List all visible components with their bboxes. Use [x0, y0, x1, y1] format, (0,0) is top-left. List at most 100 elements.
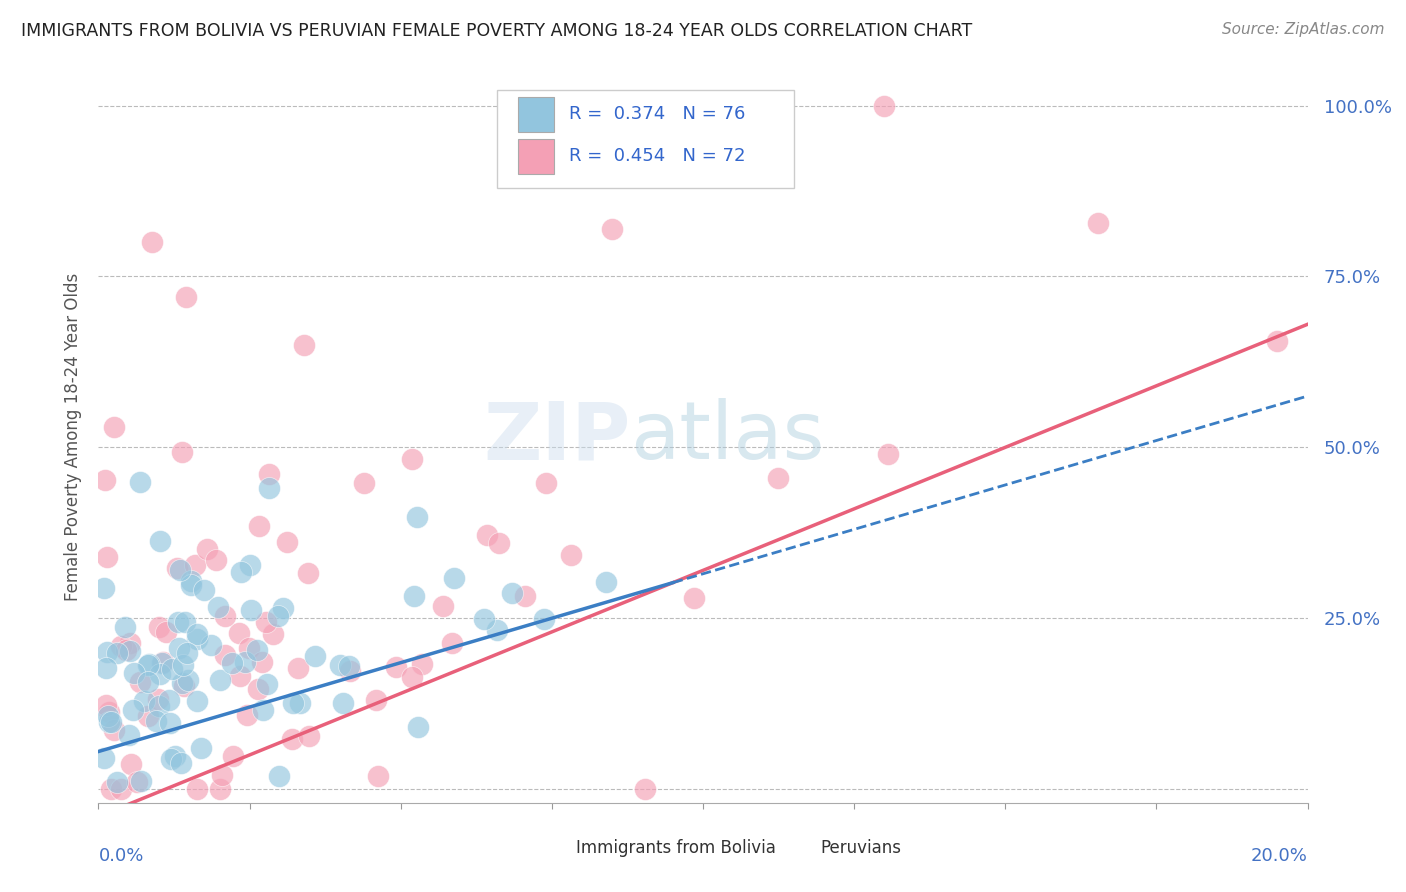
Point [100, 715, 122, 730]
Point [132, 694, 155, 708]
Point [186, 782, 208, 797]
Point [337, 659, 360, 673]
Point [634, 782, 657, 797]
Point [96, 645, 118, 659]
Point [297, 566, 319, 580]
Point [118, 728, 141, 742]
Point [488, 536, 510, 550]
Point [138, 657, 160, 671]
Point [766, 470, 789, 484]
Point [228, 625, 250, 640]
Point [110, 782, 132, 797]
Point [96, 698, 118, 713]
Text: IMMIGRANTS FROM BOLIVIA VS PERUVIAN FEMALE POVERTY AMONG 18-24 YEAR OLDS CORRELA: IMMIGRANTS FROM BOLIVIA VS PERUVIAN FEMA… [21, 22, 973, 40]
Point [131, 773, 153, 788]
Point [136, 709, 159, 723]
Point [129, 475, 152, 489]
Point [683, 591, 706, 605]
Point [177, 673, 200, 687]
Point [160, 752, 183, 766]
Point [256, 677, 278, 691]
Point [247, 519, 270, 533]
Point [257, 467, 280, 481]
Point [172, 657, 194, 672]
Point [271, 601, 294, 615]
Point [180, 574, 202, 588]
Point [259, 481, 281, 495]
Text: Peruvians: Peruvians [820, 839, 901, 857]
Point [146, 691, 169, 706]
Point [148, 699, 170, 714]
Point [94, 474, 117, 488]
Point [229, 668, 252, 682]
Point [107, 646, 129, 660]
Point [122, 703, 145, 717]
Text: R =  0.454   N = 72: R = 0.454 N = 72 [569, 147, 745, 165]
Point [207, 600, 229, 615]
Point [221, 656, 243, 670]
Point [193, 582, 215, 597]
Point [287, 661, 309, 675]
Point [97, 709, 120, 723]
Point [172, 676, 194, 690]
Point [136, 657, 159, 672]
Point [595, 575, 617, 590]
Point [406, 510, 429, 524]
Point [402, 590, 425, 604]
Point [145, 714, 167, 729]
Point [103, 723, 125, 738]
Point [281, 696, 304, 710]
Point [432, 599, 454, 613]
Point [239, 558, 262, 572]
Point [98, 705, 121, 719]
Text: Immigrants from Bolivia: Immigrants from Bolivia [576, 839, 776, 857]
Point [120, 644, 142, 658]
Point [304, 648, 326, 663]
Point [127, 774, 149, 789]
Point [152, 656, 174, 670]
FancyBboxPatch shape [517, 138, 554, 174]
Point [292, 338, 315, 352]
Point [486, 624, 509, 638]
Point [118, 636, 141, 650]
Point [211, 767, 233, 781]
Point [602, 221, 624, 235]
Point [103, 420, 125, 434]
Point [157, 693, 180, 707]
Point [100, 782, 122, 797]
Point [385, 660, 408, 674]
Point [267, 769, 290, 783]
FancyBboxPatch shape [787, 838, 814, 859]
Point [186, 626, 208, 640]
Point [149, 667, 172, 681]
Point [110, 639, 132, 653]
Y-axis label: Female Poverty Among 18-24 Year Olds: Female Poverty Among 18-24 Year Olds [63, 273, 82, 601]
Point [288, 696, 311, 710]
Point [173, 615, 195, 630]
Point [229, 565, 252, 579]
Point [534, 476, 557, 491]
Point [120, 757, 142, 772]
Point [401, 670, 423, 684]
Point [332, 696, 354, 710]
Point [93, 582, 115, 596]
FancyBboxPatch shape [517, 96, 554, 132]
Point [195, 542, 218, 557]
Point [136, 675, 159, 690]
Point [165, 748, 187, 763]
Point [93, 751, 115, 765]
Point [184, 558, 207, 572]
Point [267, 609, 290, 624]
Point [186, 694, 208, 708]
Point [169, 563, 191, 577]
Point [180, 578, 202, 592]
Point [149, 533, 172, 548]
Point [235, 655, 257, 669]
Point [186, 632, 208, 647]
Point [170, 444, 193, 458]
Text: 0.0%: 0.0% [98, 847, 143, 864]
Point [441, 636, 464, 650]
Point [477, 528, 499, 542]
Point [167, 615, 190, 630]
Point [276, 535, 298, 549]
